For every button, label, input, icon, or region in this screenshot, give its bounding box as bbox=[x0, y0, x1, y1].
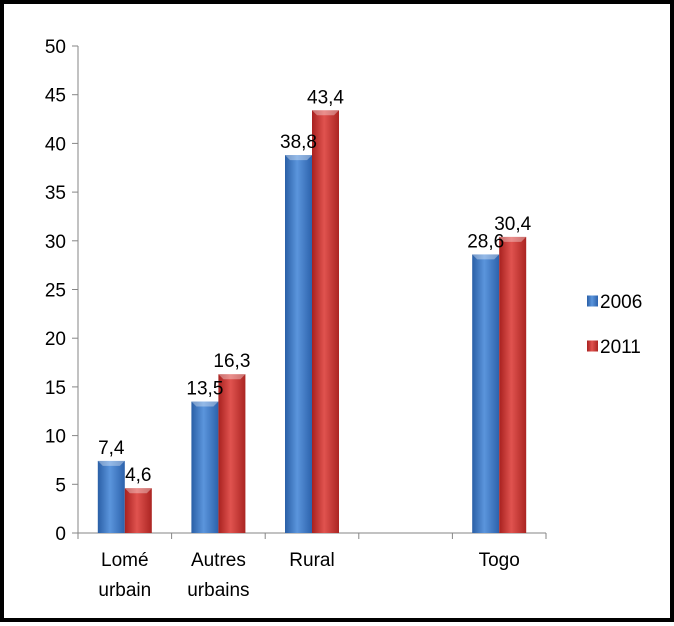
y-tick-label: 30 bbox=[45, 232, 66, 253]
bar-top-bevel bbox=[191, 401, 219, 407]
bar-2006 bbox=[285, 155, 312, 533]
x-tick-label: Rural bbox=[289, 550, 334, 571]
data-label: 16,3 bbox=[213, 351, 250, 372]
bar-2006 bbox=[472, 254, 500, 533]
data-label: 38,8 bbox=[280, 132, 317, 153]
bar-top-bevel bbox=[218, 374, 246, 380]
data-label: 7,4 bbox=[98, 438, 125, 459]
y-tick-label: 15 bbox=[45, 378, 66, 399]
bar-chart: 0 5 10 15 20 25 30 35 40 45 50 Lomé urbain Autres urba… bbox=[45, 37, 642, 601]
bar-2011 bbox=[499, 236, 527, 534]
y-tick-label: 40 bbox=[45, 134, 66, 155]
y-tick-label: 45 bbox=[45, 86, 66, 107]
x-tick-label: urbain bbox=[98, 580, 151, 601]
bar-top-bevel bbox=[97, 460, 125, 466]
y-tick-label: 50 bbox=[45, 37, 66, 58]
data-labels: 7,4 13,5 38,8 28,6 4,6 16,3 43,4 30,4 bbox=[98, 87, 532, 486]
y-tick-label: 25 bbox=[45, 281, 66, 302]
y-tick-label: 35 bbox=[45, 183, 66, 204]
legend-swatch bbox=[587, 295, 598, 307]
bar-2006 bbox=[191, 401, 219, 533]
bar-top-bevel bbox=[124, 488, 152, 494]
bar-2006 bbox=[97, 460, 125, 533]
bars bbox=[97, 110, 527, 534]
data-label: 28,6 bbox=[467, 231, 504, 252]
bar-top-bevel bbox=[312, 110, 339, 116]
bar-top-bevel bbox=[472, 254, 500, 260]
data-label: 30,4 bbox=[494, 214, 531, 235]
bar-2011 bbox=[312, 110, 339, 533]
bar-top-bevel bbox=[499, 236, 527, 242]
legend-label: 2011 bbox=[600, 337, 641, 358]
y-tick-label: 0 bbox=[55, 524, 66, 545]
x-tick-label: Autres bbox=[191, 550, 246, 571]
bar-top-bevel bbox=[285, 155, 312, 161]
bar-2011 bbox=[218, 374, 246, 533]
x-tick-label: Togo bbox=[479, 550, 520, 571]
y-tick-label: 10 bbox=[45, 427, 66, 448]
data-label: 43,4 bbox=[307, 87, 344, 108]
legend-label: 2006 bbox=[600, 292, 642, 313]
y-tick-label: 20 bbox=[45, 329, 66, 350]
data-label: 4,6 bbox=[125, 465, 151, 486]
x-tick-label: Lomé bbox=[101, 550, 149, 571]
axes: 0 5 10 15 20 25 30 35 40 45 50 Lomé urbain Autres urba… bbox=[45, 37, 547, 601]
legend: 2006 2011 bbox=[587, 292, 642, 358]
x-tick-label: urbains bbox=[187, 580, 249, 601]
bar-2011 bbox=[124, 488, 152, 533]
y-tick-label: 5 bbox=[55, 475, 66, 496]
legend-swatch bbox=[587, 340, 598, 352]
data-label: 13,5 bbox=[186, 379, 223, 400]
